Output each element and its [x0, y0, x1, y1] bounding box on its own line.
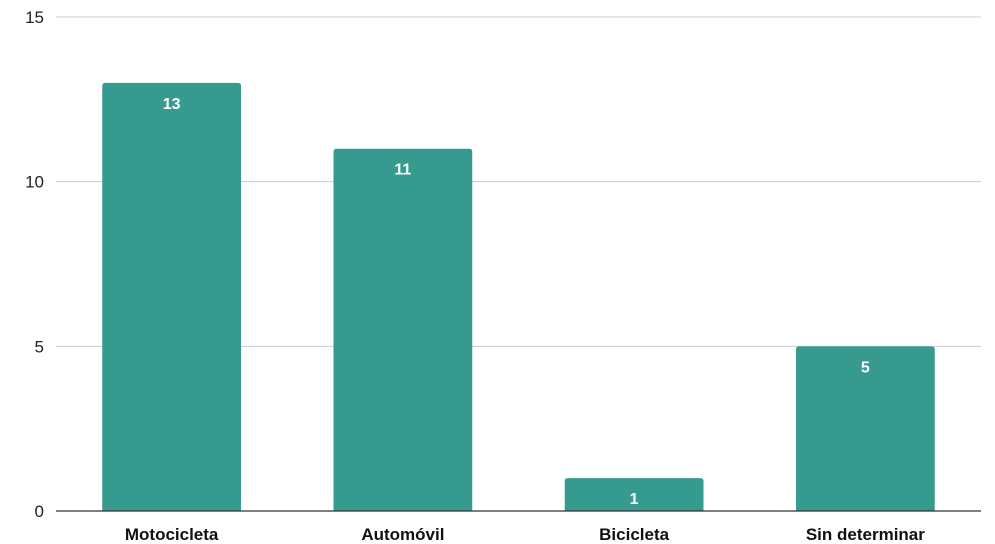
y-axis-ticks: 0 5 10 15 — [25, 8, 44, 521]
y-tick-label-0: 0 — [35, 502, 44, 521]
bar-bicicleta — [564, 478, 704, 511]
category-label-bicicleta: Bicicleta — [599, 525, 669, 544]
data-label-bicicleta: 1 — [630, 491, 639, 508]
data-label-motocicleta: 13 — [163, 96, 181, 113]
data-label-sin-determinar: 5 — [861, 359, 870, 376]
category-label-motocicleta: Motocicleta — [125, 525, 219, 544]
data-label-automovil: 11 — [394, 162, 411, 179]
y-tick-label-10: 10 — [25, 173, 44, 192]
category-label-sin-determinar: Sin determinar — [806, 525, 925, 544]
y-tick-label-5: 5 — [35, 337, 44, 356]
y-tick-label-15: 15 — [25, 8, 44, 27]
bar-sin-determinar — [796, 346, 935, 511]
bar-motocicleta — [102, 82, 241, 511]
bar-automovil — [333, 148, 473, 511]
category-label-automovil: Automóvil — [361, 525, 444, 544]
x-axis-category-labels: Motocicleta Automóvil Bicicleta Sin determi… — [125, 525, 925, 544]
